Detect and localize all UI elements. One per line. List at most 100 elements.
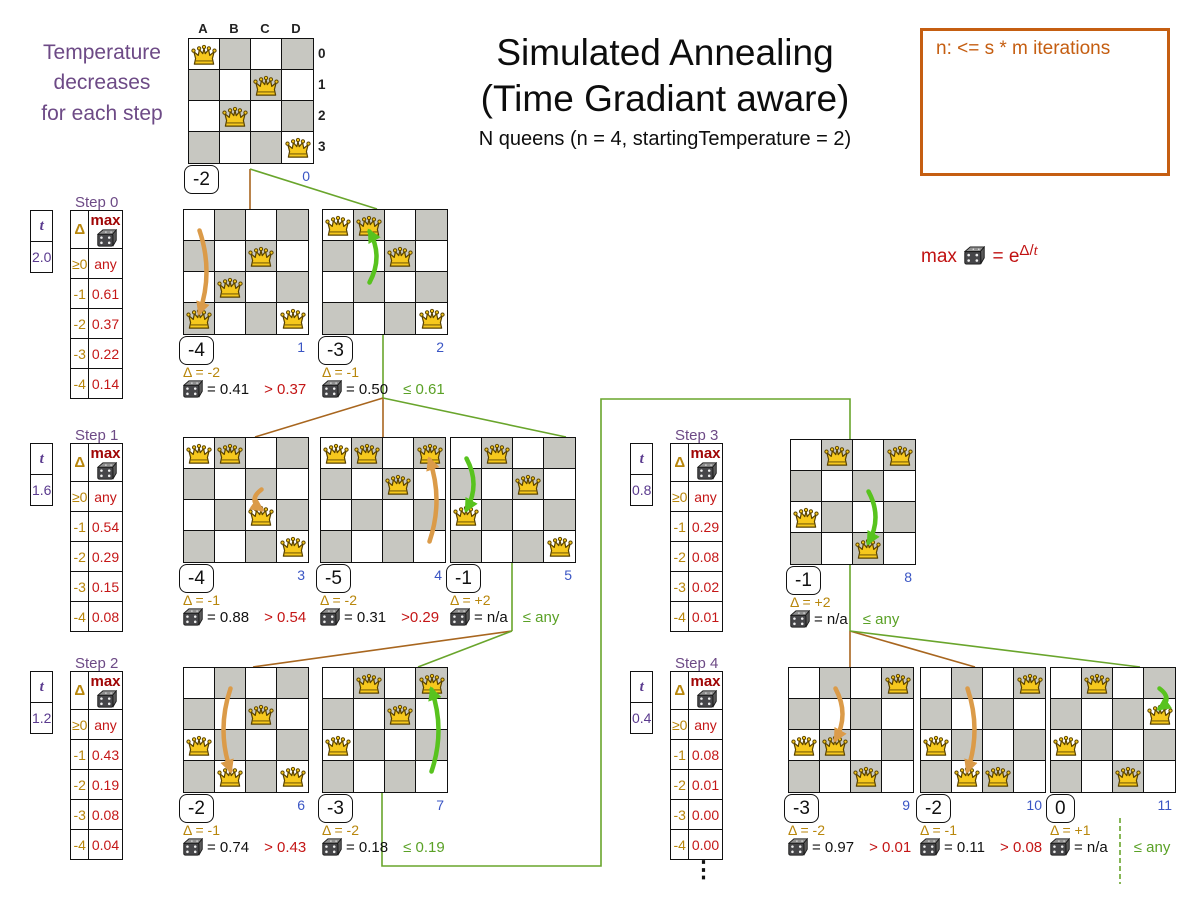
board-index: 2	[436, 339, 444, 355]
temperature-table: t 1.6	[29, 443, 54, 506]
board-cell	[277, 210, 308, 241]
chess-board	[322, 209, 448, 335]
queen-icon	[190, 42, 218, 67]
board-cell	[277, 699, 308, 730]
temperature-table: t 0.4	[629, 671, 654, 734]
compare-label: > 0.37	[264, 380, 307, 398]
board-9: -3 9 Δ = -2 = 0.97 > 0.01	[784, 667, 914, 793]
dice-value: = 0.97	[812, 838, 855, 856]
board-index: 8	[904, 569, 912, 585]
compare-label: > 0.01	[869, 838, 912, 856]
board-cell	[184, 438, 215, 469]
delta-max-row: ≥0 any	[69, 709, 123, 740]
delta-label: Δ = -2	[320, 592, 357, 608]
board-cell	[215, 438, 246, 469]
delta-max-row: -2 0.08	[669, 541, 723, 572]
board-cell	[215, 272, 246, 303]
board-cell	[383, 500, 414, 531]
board-cell	[246, 438, 277, 469]
queen-icon	[216, 764, 244, 789]
board-cell	[414, 469, 445, 500]
board-cell	[189, 132, 220, 163]
delta-max-row: ≥0 any	[669, 481, 723, 512]
board-cell	[246, 761, 277, 792]
board-cell	[1014, 761, 1045, 792]
max-header: max	[688, 443, 723, 482]
board-cell	[482, 438, 513, 469]
compare-label: ≤ any	[862, 610, 900, 628]
delta-header: Δ	[669, 671, 690, 710]
delta-max-row: -4 0.08	[69, 601, 123, 632]
score-badge: 0	[1046, 794, 1075, 823]
board-cell	[184, 531, 215, 562]
board-cell	[189, 101, 220, 132]
board-cell	[544, 438, 575, 469]
board-cell	[1113, 699, 1144, 730]
board-cell	[851, 668, 882, 699]
queen-icon	[790, 733, 818, 758]
board-cell	[282, 70, 313, 101]
chess-board	[183, 437, 309, 563]
temperature-value: 0.4	[629, 702, 654, 734]
temperature-header: t	[29, 671, 54, 703]
dice-icon	[450, 608, 470, 626]
board-cell	[246, 730, 277, 761]
board-cell	[251, 39, 282, 70]
board-cell	[321, 531, 352, 562]
board-cell	[952, 699, 983, 730]
max-header: max	[688, 671, 723, 710]
temperature-header: t	[629, 443, 654, 475]
queen-icon	[854, 536, 882, 561]
delta-value: -3	[669, 571, 690, 602]
step-label: Step 1	[75, 427, 119, 444]
board-cell	[789, 699, 820, 730]
board-cell	[952, 668, 983, 699]
board-cell	[251, 70, 282, 101]
step-label: Step 4	[675, 655, 719, 672]
dice-roll-line: = 0.18 ≤ 0.19	[322, 838, 445, 856]
delta-label: Δ = -2	[322, 822, 359, 838]
max-value: 0.19	[88, 769, 123, 800]
page-title-line2: (Time Gradiant aware)	[480, 78, 850, 120]
delta-value: -1	[69, 278, 90, 309]
temperature-note-line: for each step	[41, 101, 163, 125]
queen-icon	[922, 733, 950, 758]
board-cell	[921, 668, 952, 699]
board-cell	[251, 101, 282, 132]
dice-icon	[697, 690, 717, 708]
temperature-header: t	[29, 210, 54, 242]
queen-icon	[216, 441, 244, 466]
delta-header: Δ	[69, 443, 90, 482]
board-cell	[184, 730, 215, 761]
board-cell	[820, 699, 851, 730]
board-cell	[789, 761, 820, 792]
board-cell	[882, 668, 913, 699]
temperature-header: t	[29, 443, 54, 475]
temperature-table: t 2.0	[29, 210, 54, 273]
dice-value: = n/a	[814, 610, 848, 628]
board-5: -1 5 Δ = +2 = n/a ≤ any	[446, 437, 576, 563]
formula-exponent: Δ/t	[1019, 242, 1038, 259]
board-cell	[277, 500, 308, 531]
board-cell	[246, 241, 277, 272]
board-cell	[352, 500, 383, 531]
board-cell	[414, 438, 445, 469]
board-cell	[513, 469, 544, 500]
delta-max-row: -3 0.08	[69, 799, 123, 830]
board-index: 11	[1157, 797, 1172, 813]
board-cell	[385, 241, 416, 272]
board-cell	[277, 761, 308, 792]
delta-value: ≥0	[669, 709, 690, 740]
edge-junction2-board7	[417, 630, 513, 668]
board-cell	[354, 241, 385, 272]
board-cell	[513, 531, 544, 562]
max-value: 0.02	[688, 571, 723, 602]
queen-icon	[355, 671, 383, 696]
board-cell	[321, 438, 352, 469]
board-cell	[1051, 730, 1082, 761]
board-cell	[820, 730, 851, 761]
delta-header: Δ	[69, 210, 90, 249]
board-cell	[414, 531, 445, 562]
board-cell	[820, 668, 851, 699]
dice-icon	[697, 462, 717, 480]
